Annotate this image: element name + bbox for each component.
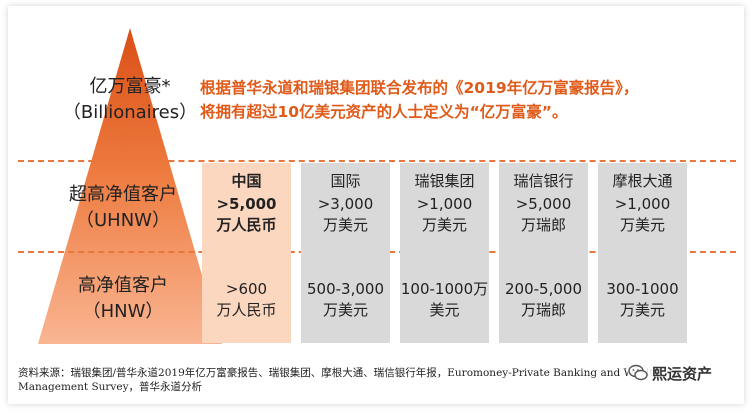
source-note: 资料来源：瑞银集团/普华永道2019年亿万富豪报告、瑞银集团、摩根大通、瑞信银行… — [18, 366, 660, 394]
definition-line-1: 根据普华永道和瑞银集团联合发布的《2019年亿万富豪报告》， — [200, 79, 639, 97]
credit-suisse-hnw-value: 200-5,000 万瑞郎 — [499, 279, 588, 321]
tier-billionaires: 亿万富豪* （Billionaires） — [62, 74, 198, 126]
column-jpmorgan — [598, 163, 687, 343]
credit-suisse-header: 瑞信银行 — [513, 172, 574, 190]
international-uhnw-unit: 万美元 — [322, 216, 368, 234]
tier-hnw-zh: 高净值客户 — [78, 275, 168, 296]
china-uhnw-amount: >5,000 — [216, 195, 277, 213]
international-header: 国际 — [330, 172, 361, 190]
credit-suisse-hnw-unit: 万瑞郎 — [520, 301, 566, 319]
china-header: 中国 — [231, 172, 262, 190]
divider-top — [18, 160, 736, 162]
source-line-1: 资料来源：瑞银集团/普华永道2019年亿万富豪报告、瑞银集团、摩根大通、瑞信银行… — [18, 367, 661, 379]
international-hnw-amount: 500-3,000 — [307, 280, 384, 298]
jpmorgan-hnw-unit: 万美元 — [619, 301, 665, 319]
china-uhnw-unit: 万人民币 — [216, 216, 277, 234]
jpmorgan-hnw-amount: 300-1000 — [606, 280, 679, 298]
china-hnw-unit: 万人民币 — [216, 301, 277, 319]
tier-uhnw-zh: 超高净值客户 — [69, 184, 177, 205]
jpmorgan-uhnw-amount: >1,000 — [614, 195, 671, 213]
watermark: 熙运资产 — [628, 362, 713, 384]
column-credit-suisse — [499, 163, 588, 343]
column-international — [301, 163, 390, 343]
credit-suisse-uhnw-unit: 万瑞郎 — [520, 216, 566, 234]
tier-hnw: 高净值客户 （HNW） — [40, 273, 206, 325]
source-line-2: Management Survey，普华永道分析 — [18, 381, 203, 393]
credit-suisse-uhnw-value: >5,000 万瑞郎 — [499, 194, 588, 236]
international-uhnw-amount: >3,000 — [317, 195, 374, 213]
tier-hnw-en: （HNW） — [82, 301, 164, 322]
jpmorgan-uhnw-unit: 万美元 — [619, 216, 665, 234]
ubs-uhnw-unit: 万美元 — [421, 216, 467, 234]
jpmorgan-hnw-value: 300-1000 万美元 — [598, 279, 687, 321]
jpmorgan-uhnw-value: >1,000 万美元 — [598, 194, 687, 236]
tier-uhnw-en: （UHNW） — [76, 210, 170, 231]
ubs-uhnw-amount: >1,000 — [416, 195, 473, 213]
ubs-hnw-value: 100-1000万 美元 — [400, 279, 489, 321]
credit-suisse-hnw-amount: 200-5,000 — [505, 280, 582, 298]
ubs-hnw-unit: 美元 — [429, 301, 460, 319]
ubs-header: 瑞银集团 — [414, 172, 475, 190]
definition-line-2: 将拥有超过10亿美元资产的人士定义为“亿万富豪”。 — [200, 103, 568, 121]
credit-suisse-uhnw-amount: >5,000 — [515, 195, 572, 213]
column-ubs — [400, 163, 489, 343]
international-hnw-value: 500-3,000 万美元 — [301, 279, 390, 321]
billionaire-definition: 根据普华永道和瑞银集团联合发布的《2019年亿万富豪报告》， 将拥有超过10亿美… — [200, 76, 638, 124]
pyramid-shape — [38, 28, 222, 344]
china-uhnw-value: >5,000 万人民币 — [202, 194, 291, 236]
china-hnw-amount: >600 — [225, 280, 268, 298]
international-hnw-unit: 万美元 — [322, 301, 368, 319]
china-hnw-value: >600 万人民币 — [202, 279, 291, 321]
watermark-text: 熙运资产 — [652, 364, 713, 383]
ubs-hnw-amount: 100-1000万 — [400, 280, 489, 298]
ubs-uhnw-value: >1,000 万美元 — [400, 194, 489, 236]
tier-billionaires-zh: 亿万富豪* — [89, 76, 171, 97]
jpmorgan-header: 摩根大通 — [612, 172, 673, 190]
international-uhnw-value: >3,000 万美元 — [301, 194, 390, 236]
tier-uhnw: 超高净值客户 （UHNW） — [40, 182, 206, 234]
column-china — [202, 163, 291, 343]
wechat-icon — [628, 364, 648, 381]
tier-billionaires-en: （Billionaires） — [62, 102, 198, 123]
